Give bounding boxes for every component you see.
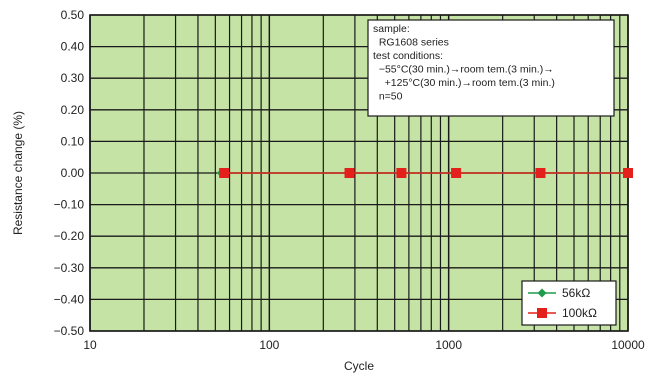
y-tick-label: 0.10 <box>61 134 85 148</box>
legend-marker-diamond <box>537 288 547 298</box>
info-line: −55°C(30 min.)→room tem.(3 min.)→ <box>373 64 554 76</box>
data-point <box>623 168 633 178</box>
tick-labels: 0.50 0.40 0.30 0.20 0.10 0.00 −0.10 −0.20 −0.30 −… <box>54 8 645 352</box>
info-line: sample: <box>373 23 410 35</box>
legend-item-100k: 100kΩ <box>528 306 597 320</box>
legend-marker-square <box>537 308 547 318</box>
data-point <box>219 168 230 178</box>
legend: 56kΩ 100kΩ <box>521 280 617 326</box>
y-tick-label: 0.40 <box>61 40 85 54</box>
y-tick-label: 0.30 <box>61 71 85 85</box>
info-line: n=50 <box>373 91 403 103</box>
info-line: test conditions: <box>373 50 443 62</box>
series-1 <box>219 168 633 178</box>
legend-label-56k: 56kΩ <box>562 286 590 300</box>
y-tick-label: −0.40 <box>54 292 85 306</box>
y-tick-label: 0.50 <box>61 8 85 22</box>
y-tick-label: 0.00 <box>61 166 85 180</box>
y-tick-label: −0.30 <box>54 261 85 275</box>
legend-item-56k: 56kΩ <box>528 286 590 300</box>
data-point <box>396 168 407 178</box>
info-line: +125°C(30 min.)→room tem.(3 min.) <box>373 77 555 89</box>
info-box-frame <box>367 19 615 117</box>
y-tick-label: −0.50 <box>54 324 85 338</box>
x-tick-label: 1000 <box>435 338 462 352</box>
x-tick-label: 10 <box>83 338 97 352</box>
legend-label-100k: 100kΩ <box>562 306 597 320</box>
y-tick-label: −0.20 <box>54 229 85 243</box>
series-lines <box>216 168 633 178</box>
y-tick-label: −0.10 <box>54 198 85 212</box>
x-axis-label: Cycle <box>344 359 374 373</box>
data-point <box>451 168 462 178</box>
y-tick-label: 0.20 <box>61 103 85 117</box>
x-tick-label: 10000 <box>611 338 645 352</box>
data-point <box>344 168 355 178</box>
data-point <box>535 168 546 178</box>
info-line: RG1608 series <box>373 37 449 49</box>
y-axis-label: Resistance change (%) <box>11 111 25 235</box>
x-tick-label: 100 <box>259 338 279 352</box>
test-conditions-box: sample: RG1608 series test conditions: −… <box>367 19 615 117</box>
